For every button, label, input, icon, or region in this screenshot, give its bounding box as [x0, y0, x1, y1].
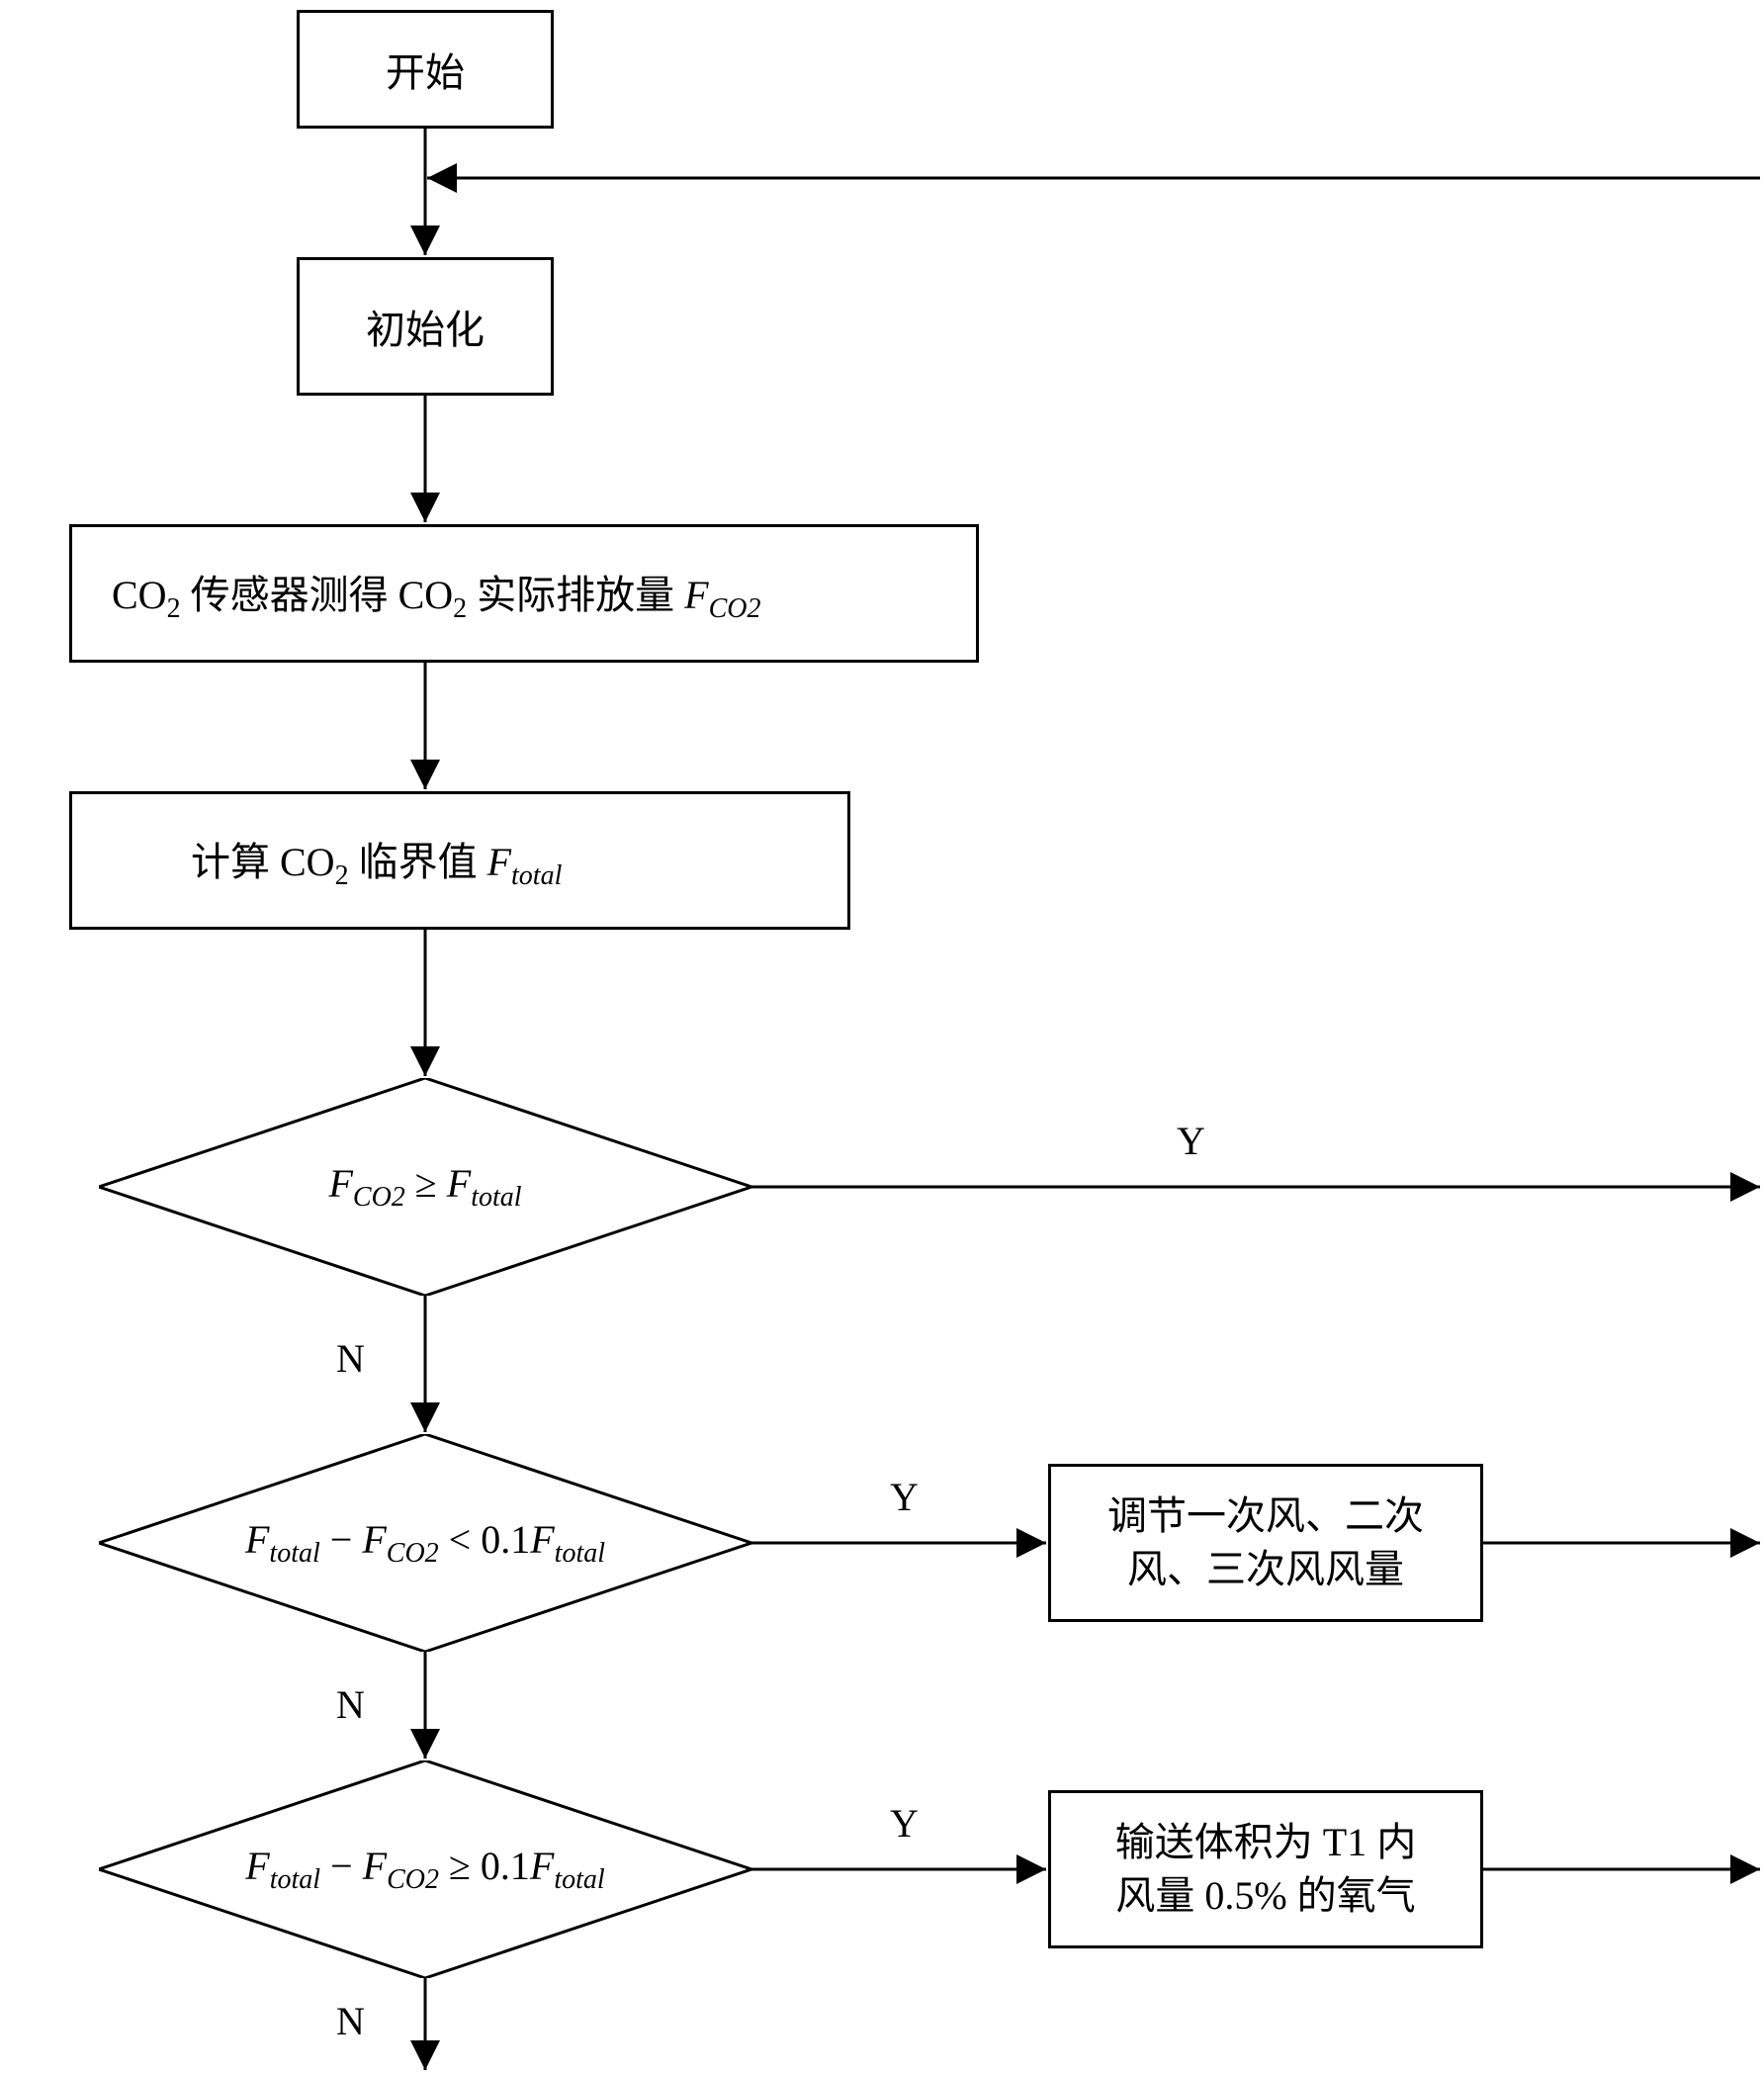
flowchart-canvas: 开始 初始化 CO2 传感器测得 CO2 实际排放量 FCO2 计算 CO2 临…: [0, 0, 1764, 2076]
node-start: 开始: [297, 10, 554, 129]
node-measure-label: CO2 传感器测得 CO2 实际排放量 FCO2: [112, 563, 761, 625]
node-decision-2: Ftotal − FCO2 < 0.1Ftotal: [99, 1434, 751, 1652]
node-init-label: 初始化: [366, 298, 485, 355]
node-decision-3: Ftotal − FCO2 ≥ 0.1Ftotal: [99, 1760, 751, 1978]
node-decision-1: FCO2 ≥ Ftotal: [99, 1078, 751, 1296]
label-d2-no: N: [336, 1681, 365, 1728]
node-action-1: 调节一次风、二次风、三次风风量: [1048, 1464, 1483, 1622]
label-d3-no: N: [336, 1998, 365, 2044]
label-d3-yes: Y: [890, 1800, 919, 1847]
node-action-2-label: 输送体积为 T1 内风量 0.5% 的氧气: [1115, 1816, 1416, 1923]
node-init: 初始化: [297, 257, 554, 396]
node-action-2: 输送体积为 T1 内风量 0.5% 的氧气: [1048, 1790, 1483, 1948]
node-calc-label: 计算 CO2 临界值 Ftotal: [191, 830, 562, 892]
label-d2-yes: Y: [890, 1474, 919, 1520]
label-d1-yes: Y: [1177, 1118, 1205, 1164]
label-d1-no: N: [336, 1335, 365, 1382]
node-start-label: 开始: [386, 41, 465, 98]
node-calc: 计算 CO2 临界值 Ftotal: [69, 791, 850, 930]
node-action-1-label: 调节一次风、二次风、三次风风量: [1107, 1489, 1424, 1596]
node-measure: CO2 传感器测得 CO2 实际排放量 FCO2: [69, 524, 979, 663]
